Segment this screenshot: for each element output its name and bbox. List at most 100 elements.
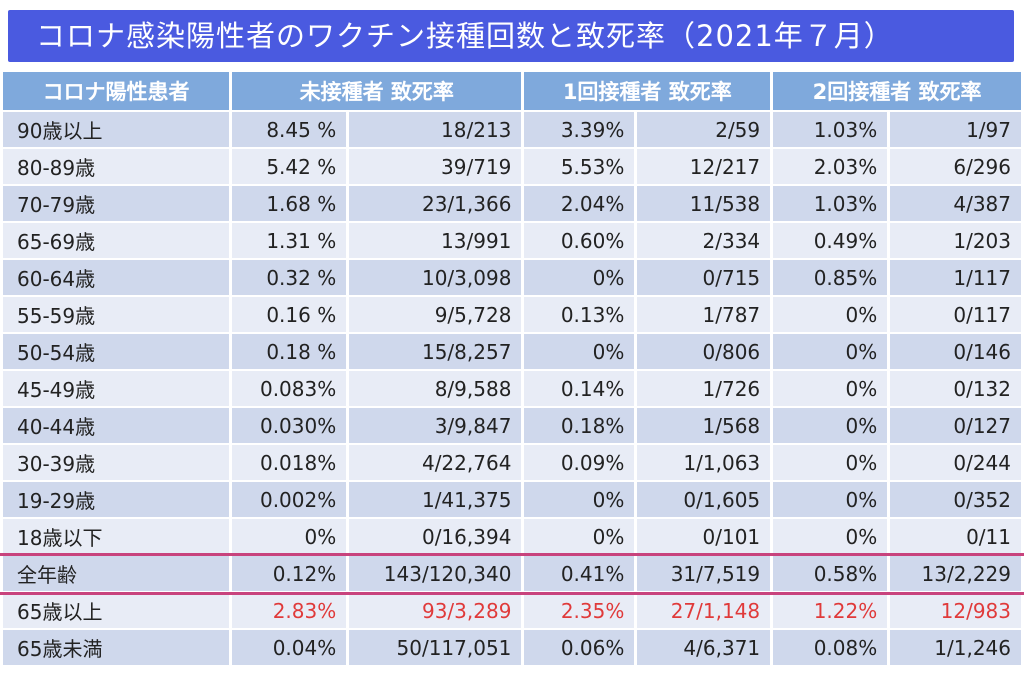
table-row: 30-39歳 0.018% 4/22,764 0.09% 1/1,063 0% 0/244 xyxy=(3,445,1021,480)
cell-value: 0/715 xyxy=(637,260,771,295)
header-one-dose: 1回接種者 致死率 xyxy=(524,72,771,110)
row-label: 全年齢 xyxy=(3,556,230,591)
cell-value: 0.58% xyxy=(773,556,888,591)
highlight-line-bottom xyxy=(0,592,1024,595)
cell-value: 1/1,063 xyxy=(637,445,771,480)
cell-value: 0% xyxy=(773,371,888,406)
row-label: 90歳以上 xyxy=(3,112,230,147)
cell-value: 0/806 xyxy=(637,334,771,369)
cell-value: 3/9,847 xyxy=(349,408,522,443)
cell-value: 6/296 xyxy=(890,149,1021,184)
cell-value: 0.49% xyxy=(773,223,888,258)
highlight-line-top xyxy=(0,553,1024,556)
cell-value: 0.60% xyxy=(524,223,635,258)
cell-value: 93/3,289 xyxy=(349,593,522,628)
cell-value: 0% xyxy=(773,519,888,554)
cell-value: 0/117 xyxy=(890,297,1021,332)
cell-value: 0.18 % xyxy=(232,334,347,369)
cell-value: 31/7,519 xyxy=(637,556,771,591)
cell-value: 0.16 % xyxy=(232,297,347,332)
cell-value: 2.83% xyxy=(232,593,347,628)
row-label: 55-59歳 xyxy=(3,297,230,332)
cell-value: 1/97 xyxy=(890,112,1021,147)
cell-value: 0.06% xyxy=(524,630,635,665)
cell-value: 8/9,588 xyxy=(349,371,522,406)
cell-value: 10/3,098 xyxy=(349,260,522,295)
cell-value: 12/217 xyxy=(637,149,771,184)
cell-value: 8.45 % xyxy=(232,112,347,147)
cell-value: 11/538 xyxy=(637,186,771,221)
header-row: コロナ陽性患者 未接種者 致死率 1回接種者 致死率 2回接種者 致死率 xyxy=(3,72,1021,110)
cell-value: 5.53% xyxy=(524,149,635,184)
cell-value: 0.18% xyxy=(524,408,635,443)
cell-value: 13/2,229 xyxy=(890,556,1021,591)
cell-value: 0% xyxy=(773,334,888,369)
cell-value: 0/1,605 xyxy=(637,482,771,517)
table-row: 19-29歳 0.002% 1/41,375 0% 0/1,605 0% 0/352 xyxy=(3,482,1021,517)
cell-value: 0.083% xyxy=(232,371,347,406)
cell-value: 143/120,340 xyxy=(349,556,522,591)
page-title: コロナ感染陽性者のワクチン接種回数と致死率（2021年７月） xyxy=(8,10,1014,62)
cell-value: 0/244 xyxy=(890,445,1021,480)
header-two-dose: 2回接種者 致死率 xyxy=(773,72,1021,110)
table-row: 90歳以上 8.45 % 18/213 3.39% 2/59 1.03% 1/97 xyxy=(3,112,1021,147)
cell-value: 1/1,246 xyxy=(890,630,1021,665)
cell-value: 27/1,148 xyxy=(637,593,771,628)
cell-value: 0% xyxy=(773,445,888,480)
cell-value: 0/132 xyxy=(890,371,1021,406)
cell-value: 2.35% xyxy=(524,593,635,628)
cell-value: 1.03% xyxy=(773,112,888,147)
cell-value: 0/16,394 xyxy=(349,519,522,554)
row-label: 65歳未満 xyxy=(3,630,230,665)
cell-value: 0.32 % xyxy=(232,260,347,295)
cell-value: 12/983 xyxy=(890,593,1021,628)
cell-value: 23/1,366 xyxy=(349,186,522,221)
row-label: 30-39歳 xyxy=(3,445,230,480)
cell-value: 1.68 % xyxy=(232,186,347,221)
cell-value: 0.002% xyxy=(232,482,347,517)
cell-value: 0/11 xyxy=(890,519,1021,554)
table-row: 18歳以下 0% 0/16,394 0% 0/101 0% 0/11 xyxy=(3,519,1021,554)
row-label: 80-89歳 xyxy=(3,149,230,184)
cell-value: 0.12% xyxy=(232,556,347,591)
cell-value: 0% xyxy=(524,482,635,517)
table-row: 65歳以上 2.83% 93/3,289 2.35% 27/1,148 1.22% 12/9… xyxy=(3,593,1021,628)
row-label: 18歳以下 xyxy=(3,519,230,554)
cell-value: 4/22,764 xyxy=(349,445,522,480)
cell-value: 0/127 xyxy=(890,408,1021,443)
row-label: 45-49歳 xyxy=(3,371,230,406)
cell-value: 3.39% xyxy=(524,112,635,147)
table-row: 80-89歳 5.42 % 39/719 5.53% 12/217 2.03% 6/296 xyxy=(3,149,1021,184)
cell-value: 0% xyxy=(524,519,635,554)
cell-value: 5.42 % xyxy=(232,149,347,184)
fatality-table: コロナ陽性患者 未接種者 致死率 1回接種者 致死率 2回接種者 致死率 90歳… xyxy=(0,70,1024,667)
cell-value: 0.018% xyxy=(232,445,347,480)
table-row: 60-64歳 0.32 % 10/3,098 0% 0/715 0.85% 1/117 xyxy=(3,260,1021,295)
cell-value: 2/334 xyxy=(637,223,771,258)
cell-value: 0% xyxy=(773,408,888,443)
cell-value: 1/726 xyxy=(637,371,771,406)
cell-value: 0% xyxy=(773,297,888,332)
table-row: 65-69歳 1.31 % 13/991 0.60% 2/334 0.49% 1/203 xyxy=(3,223,1021,258)
table-row: 45-49歳 0.083% 8/9,588 0.14% 1/726 0% 0/132 xyxy=(3,371,1021,406)
cell-value: 4/6,371 xyxy=(637,630,771,665)
cell-value: 4/387 xyxy=(890,186,1021,221)
cell-value: 0/146 xyxy=(890,334,1021,369)
cell-value: 1/568 xyxy=(637,408,771,443)
row-label: 70-79歳 xyxy=(3,186,230,221)
table-row: 全年齢 0.12% 143/120,340 0.41% 31/7,519 0.58% 13/… xyxy=(3,556,1021,591)
cell-value: 50/117,051 xyxy=(349,630,522,665)
cell-value: 2/59 xyxy=(637,112,771,147)
cell-value: 1/117 xyxy=(890,260,1021,295)
row-label: 19-29歳 xyxy=(3,482,230,517)
cell-value: 1.31 % xyxy=(232,223,347,258)
row-label: 40-44歳 xyxy=(3,408,230,443)
row-label: 65-69歳 xyxy=(3,223,230,258)
cell-value: 0/352 xyxy=(890,482,1021,517)
cell-value: 0.08% xyxy=(773,630,888,665)
cell-value: 0% xyxy=(524,260,635,295)
cell-value: 0.13% xyxy=(524,297,635,332)
cell-value: 39/719 xyxy=(349,149,522,184)
cell-value: 1.22% xyxy=(773,593,888,628)
cell-value: 0% xyxy=(773,482,888,517)
